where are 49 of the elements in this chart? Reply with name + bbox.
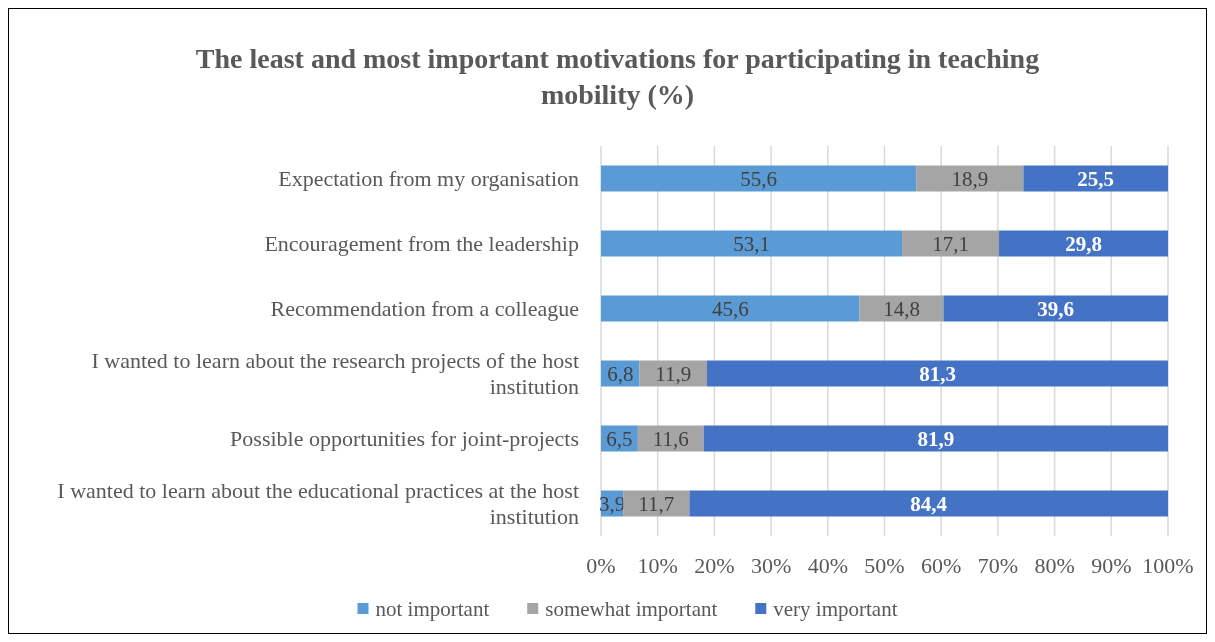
x-tick-label: 100%: [1142, 553, 1194, 578]
bar: [601, 230, 903, 257]
data-label: 11,6: [652, 426, 689, 451]
x-tick-label: 40%: [807, 553, 848, 578]
x-tick-label: 80%: [1034, 553, 1075, 578]
legend-label: somewhat important: [545, 597, 718, 621]
data-label: 14,8: [883, 296, 920, 321]
legend-label: not important: [375, 597, 490, 621]
data-label: 39,6: [1037, 296, 1075, 321]
data-label: 45,6: [711, 296, 749, 321]
legend-label: very important: [773, 597, 898, 621]
chart-title: The least and most important motivations for participating in teaching mobility (%): [195, 43, 1040, 110]
bar: [601, 295, 860, 322]
data-label: 11,7: [638, 491, 675, 516]
data-label: 6,5: [606, 426, 633, 451]
data-label: 17,1: [932, 231, 969, 256]
bar: [703, 425, 1168, 452]
bar: [707, 360, 1168, 387]
data-label: 84,4: [910, 491, 948, 516]
x-tick-label: 70%: [977, 553, 1019, 578]
x-tick-label: 50%: [864, 553, 905, 578]
bar: [902, 230, 1000, 257]
data-label: 18,9: [951, 166, 989, 191]
bar: [916, 165, 1024, 192]
y-tick-label: Expectation from my organisation: [278, 166, 579, 192]
y-tick-label: Recommendation from a colleague: [270, 296, 579, 322]
x-tick-label: 60%: [921, 553, 962, 578]
data-label: 53,1: [733, 231, 770, 256]
data-label: 25,5: [1077, 166, 1115, 191]
data-label: 55,6: [740, 166, 777, 191]
data-label: 81,9: [917, 426, 955, 451]
data-label: 6,8: [607, 361, 634, 386]
x-tick-label: 30%: [750, 553, 792, 578]
data-label: 81,3: [919, 361, 956, 386]
x-tick-label: 0%: [586, 553, 616, 578]
y-tick-label: I wanted to learn about the educational practices at the host institution: [57, 478, 579, 530]
y-tick-label: Encouragement from the leadership: [264, 231, 579, 257]
data-label: 11,9: [655, 361, 692, 386]
x-tick-label: 20%: [694, 553, 735, 578]
bar: [601, 165, 917, 192]
data-label: 29,8: [1065, 231, 1102, 256]
x-tick-label: 90%: [1091, 553, 1132, 578]
bar: [943, 295, 1168, 322]
y-tick-label: I wanted to learn about the research projects of the host institution: [91, 348, 579, 400]
bar: [999, 230, 1168, 257]
y-tick-label: Possible opportunities for joint-projects: [230, 426, 579, 452]
x-tick-label: 10%: [637, 553, 678, 578]
bar: [689, 490, 1168, 517]
bar: [1023, 165, 1168, 192]
